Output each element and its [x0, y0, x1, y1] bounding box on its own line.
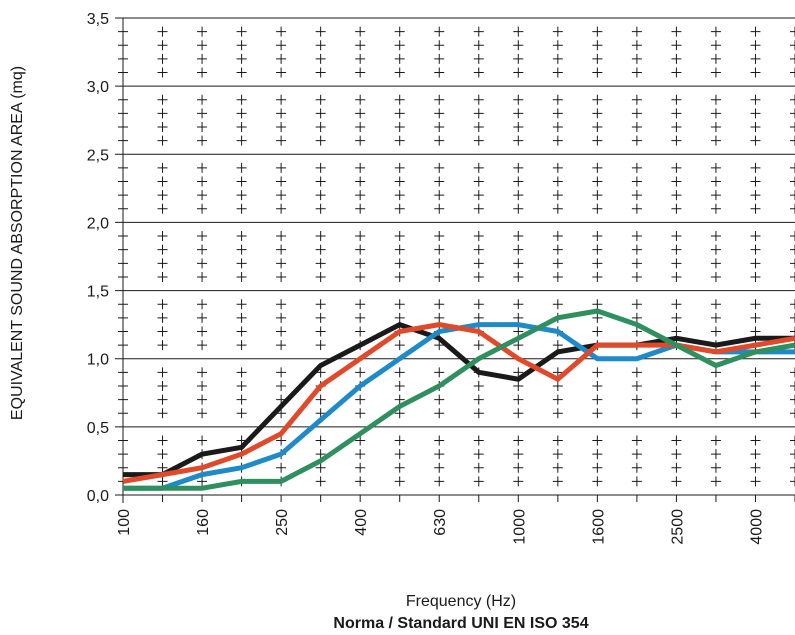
- x-tick-label: 1600: [590, 509, 607, 545]
- x-tick-label: 2500: [669, 509, 686, 545]
- y-tick-label: 2,5: [87, 147, 109, 164]
- x-tick-label: 160: [195, 509, 212, 536]
- x-tick-label: 4000: [748, 509, 765, 545]
- y-tick-label: 2,0: [87, 215, 109, 232]
- x-tick-label: 400: [353, 509, 370, 536]
- y-tick-label: 0,0: [87, 488, 109, 505]
- x-tick-label: 1000: [511, 509, 528, 545]
- x-tick-label: 100: [116, 509, 133, 536]
- y-tick-label: 0,5: [87, 420, 109, 437]
- x-tick-label: 630: [432, 509, 449, 536]
- tick-labels: 0,0 0,5 1,0 1,5 2,0 2,5 3,0 3,5 100 160 250 400 630 1…: [87, 11, 766, 545]
- axes: [122, 18, 795, 503]
- series-line-1: [123, 321, 795, 478]
- y-axis-title: EQUIVALENT SOUND ABSORPTION AREA (mq): [9, 66, 26, 420]
- y-tick-label: 1,5: [87, 284, 109, 301]
- y-tick-label: 1,0: [87, 352, 109, 369]
- series-lines: [122, 308, 795, 491]
- chart-subtitle: Norma / Standard UNI EN ISO 354: [333, 615, 588, 632]
- minor-grid-markers: [118, 26, 795, 487]
- series-line-4: [123, 308, 795, 491]
- x-tick-label: 250: [274, 509, 291, 536]
- series-line-3: [122, 322, 795, 484]
- y-tick-label: 3,0: [87, 79, 109, 96]
- x-axis-title: Frequency (Hz): [406, 593, 516, 610]
- grid: [115, 17, 795, 496]
- y-tick-label: 3,5: [87, 11, 109, 28]
